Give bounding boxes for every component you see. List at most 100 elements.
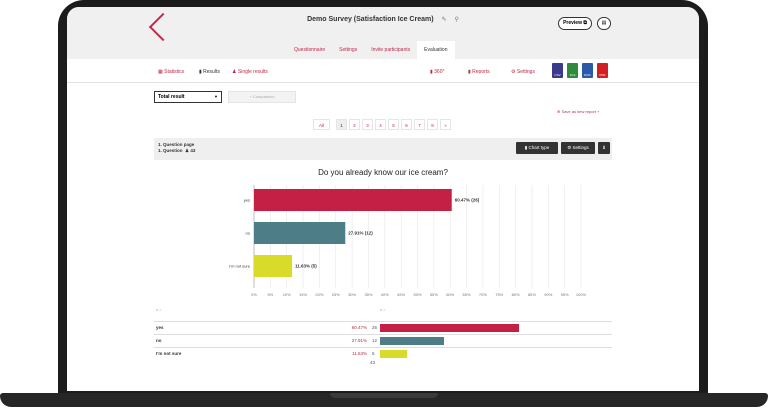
export-csv-icon[interactable]: CSV (552, 63, 563, 78)
table-row-bar (380, 324, 520, 332)
question-header: 1. Question page 1. Question ♟ 43 ▮ Char… (154, 138, 612, 160)
x-tick-label: 30% (348, 292, 356, 297)
paperclip-icon[interactable]: ⚲ (454, 17, 459, 23)
table-row-count: 26 (372, 325, 378, 330)
table-row-label: I'm not sure (156, 351, 182, 356)
printer-button[interactable]: ▤ (597, 17, 611, 30)
x-tick-label: 90% (544, 292, 552, 297)
chart-bar (254, 222, 346, 244)
table-row-bar (380, 350, 407, 358)
question-number-line: 1. Question ♟ 43 (158, 148, 195, 154)
table-total: 43 (370, 360, 376, 365)
pager-page[interactable]: 2 (349, 119, 360, 130)
pager-page[interactable]: 5 (388, 119, 399, 130)
app-screen: Demo Survey (Satisfaction Ice Cream) ✎ ⚲… (67, 7, 699, 391)
chart-bar (254, 255, 293, 277)
tab-evaluation[interactable]: Evaluation (417, 41, 455, 59)
laptop-base-notch (330, 393, 438, 398)
x-tick-label: 40% (381, 292, 389, 297)
question-page-label: 1. Question page (158, 142, 195, 147)
preview-button[interactable]: Preview ⧉ (558, 17, 592, 30)
pager-page[interactable]: 7 (414, 119, 425, 130)
x-tick-label: 80% (512, 292, 520, 297)
tab-questionnaire[interactable]: Questionnaire (294, 47, 326, 53)
export-doc-icon[interactable]: DOC (582, 63, 593, 78)
x-tick-label: 95% (561, 292, 569, 297)
question-label: 1. Question page 1. Question ♟ 43 (158, 142, 195, 154)
x-tick-label: 0% (251, 292, 257, 297)
download-button[interactable]: ⬇ (598, 142, 610, 154)
respondent-count: 43 (190, 148, 196, 153)
pager-page[interactable]: 8 (427, 119, 438, 130)
preview-label: Preview (563, 20, 582, 26)
survey-title: Demo Survey (Satisfaction Ice Cream) (307, 16, 434, 23)
subnav-statistics[interactable]: ▦ Statistics (158, 67, 184, 77)
category-label: I'm not sure (229, 264, 251, 269)
table-row-label: no (156, 338, 162, 343)
subnav-settings[interactable]: ⚙ Settings (511, 67, 535, 77)
survey-title-wrap: Demo Survey (Satisfaction Ice Cream) ✎ ⚲ (67, 16, 699, 23)
export-xls-icon[interactable]: XLS (567, 63, 578, 78)
x-tick-label: 20% (315, 292, 323, 297)
gear-icon: ⚙ (567, 145, 572, 150)
top-bar: Demo Survey (Satisfaction Ice Cream) ✎ ⚲… (67, 7, 699, 59)
printer-icon: ▤ (601, 20, 607, 26)
table-row-label: yes (156, 325, 164, 330)
table-row-percent: 27.91% (351, 338, 367, 343)
tab-settings[interactable]: Settings (339, 47, 358, 53)
tab-invite-participants[interactable]: Invite participants (371, 47, 411, 53)
subnav-reports[interactable]: ▮ Reports (468, 67, 490, 77)
save-new-report-link[interactable]: ⊕ Save as new report + (557, 109, 599, 114)
x-tick-label: 60% (446, 292, 454, 297)
x-tick-label: 65% (463, 292, 471, 297)
question-settings-button[interactable]: ⚙ Settings (561, 142, 595, 154)
user-icon: ♟ (232, 69, 237, 75)
laptop-base (0, 393, 768, 407)
data-label: 11.63% (5) (295, 264, 317, 269)
x-tick-label: 25% (332, 292, 340, 297)
table-row: no 27.91% 12 (154, 334, 612, 346)
comparison-button[interactable]: + Comparison (228, 91, 296, 103)
data-label: 60.47% (26) (455, 198, 480, 203)
statistics-icon: ▦ (158, 69, 163, 75)
table-header-right: n = (380, 307, 386, 312)
subnav-results-label: Results (203, 69, 220, 75)
result-filter-value: Total result (158, 94, 185, 100)
gear-icon: ⚙ (511, 69, 516, 75)
subnav-single-results-label: Single results (237, 69, 268, 75)
x-tick-label: 45% (397, 292, 405, 297)
x-tick-label: 55% (430, 292, 438, 297)
pager-page[interactable]: 6 (401, 119, 412, 130)
table-row-percent: 60.47% (351, 325, 367, 330)
question-pager: All 1 2 3 4 5 6 7 8 » (313, 119, 453, 130)
question-number: 1. Question (158, 148, 183, 153)
table-row: yes 60.47% 26 (154, 321, 612, 333)
subnav-360[interactable]: ▮ 360° (430, 67, 445, 77)
pager-page[interactable]: 3 (362, 119, 373, 130)
chart-title: Do you already know our ice cream? (318, 168, 448, 177)
pager-page[interactable]: 1 (336, 119, 347, 130)
chart-type-label: Chart type (528, 145, 550, 150)
pager-next[interactable]: » (440, 119, 451, 130)
chart-type-button[interactable]: ▮ Chart type (516, 142, 558, 154)
save-new-report-label: Save as new report + (561, 109, 600, 114)
pager-all[interactable]: All (313, 119, 330, 130)
table-row-count: 5 (372, 351, 375, 356)
main-tabs: Questionnaire Settings Invite participan… (287, 41, 455, 59)
export-pdf-icon[interactable]: PDF (597, 63, 608, 78)
bar-chart-icon: ▮ (199, 69, 202, 75)
table-row-percent: 11.63% (352, 351, 367, 356)
x-tick-label: 85% (528, 292, 536, 297)
result-filter-select[interactable]: Total result ▼ (154, 91, 222, 103)
pencil-icon[interactable]: ✎ (441, 17, 447, 23)
data-label: 27.91% (12) (348, 231, 373, 236)
subnav-360-label: 360° (434, 69, 445, 75)
x-tick-label: 70% (479, 292, 487, 297)
save-icon: ⊕ (557, 109, 561, 114)
table-row-bar (380, 337, 445, 345)
subnav-results[interactable]: ▮ Results (199, 67, 220, 77)
users-icon: ♟ (183, 148, 190, 153)
subnav-statistics-label: Statistics (164, 69, 185, 75)
subnav-single-results[interactable]: ♟ Single results (232, 67, 268, 77)
pager-page[interactable]: 4 (375, 119, 386, 130)
